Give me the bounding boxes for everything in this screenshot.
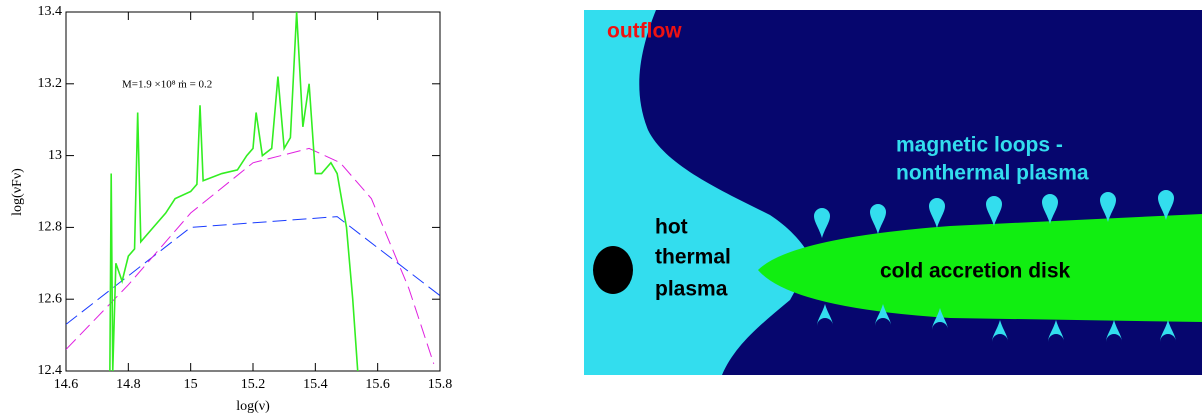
spectrum-chart: log(ν) log(νFν) M=1.9 ×10⁸ ṁ = 0.2 14.6 1… — [10, 4, 452, 414]
hot-label: hot — [655, 216, 688, 239]
loop — [992, 320, 1008, 342]
loop — [870, 204, 886, 234]
annotation: M=1.9 ×10⁸ ṁ = 0.2 — [122, 79, 212, 91]
loop — [1158, 190, 1174, 220]
y-tick-label: 12.4 — [38, 363, 63, 378]
black-hole — [593, 246, 633, 294]
x-tick-label: 14.6 — [54, 377, 79, 392]
accretion-diagram: outflow magnetic loops - nonthermal plas… — [584, 10, 1202, 375]
plot-frame — [65, 11, 441, 372]
loop — [1048, 320, 1064, 342]
accretion-disk — [758, 214, 1202, 322]
loop — [1100, 192, 1116, 222]
loop — [929, 198, 945, 228]
loop — [817, 304, 833, 326]
loop — [932, 308, 948, 330]
x-tick-label: 15.6 — [365, 377, 390, 392]
hot-label: thermal — [655, 246, 731, 269]
outflow-label: outflow — [607, 20, 682, 43]
x-tick-label: 15.4 — [303, 377, 328, 392]
loop — [1106, 320, 1122, 342]
hot-plasma-region — [584, 10, 812, 375]
y-tick-label: 13 — [48, 148, 62, 163]
y-axis-label: log(νFν) — [10, 168, 25, 216]
loop — [875, 304, 891, 326]
loop — [814, 208, 830, 238]
series-line — [109, 12, 359, 371]
disk-label: cold accretion disk — [880, 260, 1071, 283]
hot-label: plasma — [655, 278, 728, 301]
loops-label: magnetic loops - — [896, 134, 1063, 157]
loop — [1160, 320, 1176, 342]
x-axis-label: log(ν) — [236, 399, 270, 414]
loop — [1042, 194, 1058, 224]
x-tick-label: 15.2 — [241, 377, 266, 392]
y-tick-label: 13.2 — [38, 76, 63, 91]
y-tick-label: 12.6 — [38, 291, 63, 306]
loops-label: nonthermal plasma — [896, 162, 1089, 185]
y-tick-label: 12.8 — [38, 220, 63, 235]
magnetic-loops — [814, 190, 1176, 342]
loop — [986, 196, 1002, 226]
plot-lines — [66, 12, 440, 371]
x-tick-label: 14.8 — [116, 377, 141, 392]
series-line — [66, 147, 435, 364]
y-tick-label: 13.4 — [38, 4, 63, 19]
series-line — [66, 216, 440, 325]
x-tick-label: 15 — [184, 377, 198, 392]
x-tick-label: 15.8 — [428, 377, 453, 392]
